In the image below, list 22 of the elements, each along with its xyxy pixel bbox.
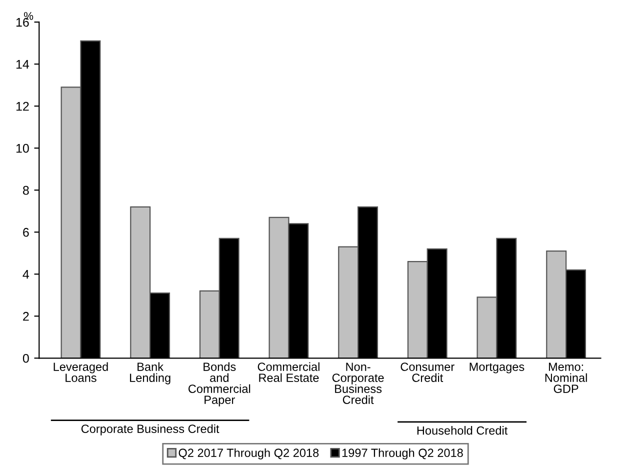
y-tick-label: 0 [22, 354, 29, 363]
legend-label: Q2 2017 Through Q2 2018 [178, 448, 319, 460]
y-tick-label: 12 [16, 102, 29, 111]
x-tick-label: Mortgages [470, 362, 524, 374]
x-tick-label: Non- Corporate Business Credit [332, 362, 384, 404]
y-tick-label: 14 [16, 60, 30, 69]
text: Household Credit [417, 426, 508, 435]
legend-label: 1997 Through Q2 2018 [342, 448, 463, 460]
x-tick-label: Consumer Credit [400, 362, 454, 382]
x-tick-label: Bank Lending [130, 362, 170, 384]
x-tick-label: Memo: Nominal GDP [545, 362, 587, 393]
y-tick-label: 10 [16, 144, 29, 153]
y-tick-label: 8 [22, 186, 29, 195]
y-tick-label: 16 [16, 18, 29, 27]
x-tick-label: Commercial Real Estate [258, 362, 320, 382]
y-tick-label: 2 [23, 312, 29, 321]
y-tick-label: 6 [23, 228, 29, 237]
y-tick-label: 4 [22, 270, 30, 279]
y-axis-title: % [24, 12, 34, 20]
text: Corporate Business Credit [81, 424, 220, 436]
x-tick-label: Bonds and Commercial Paper [188, 362, 250, 406]
x-tick-label: Leveraged Loans [54, 362, 108, 382]
